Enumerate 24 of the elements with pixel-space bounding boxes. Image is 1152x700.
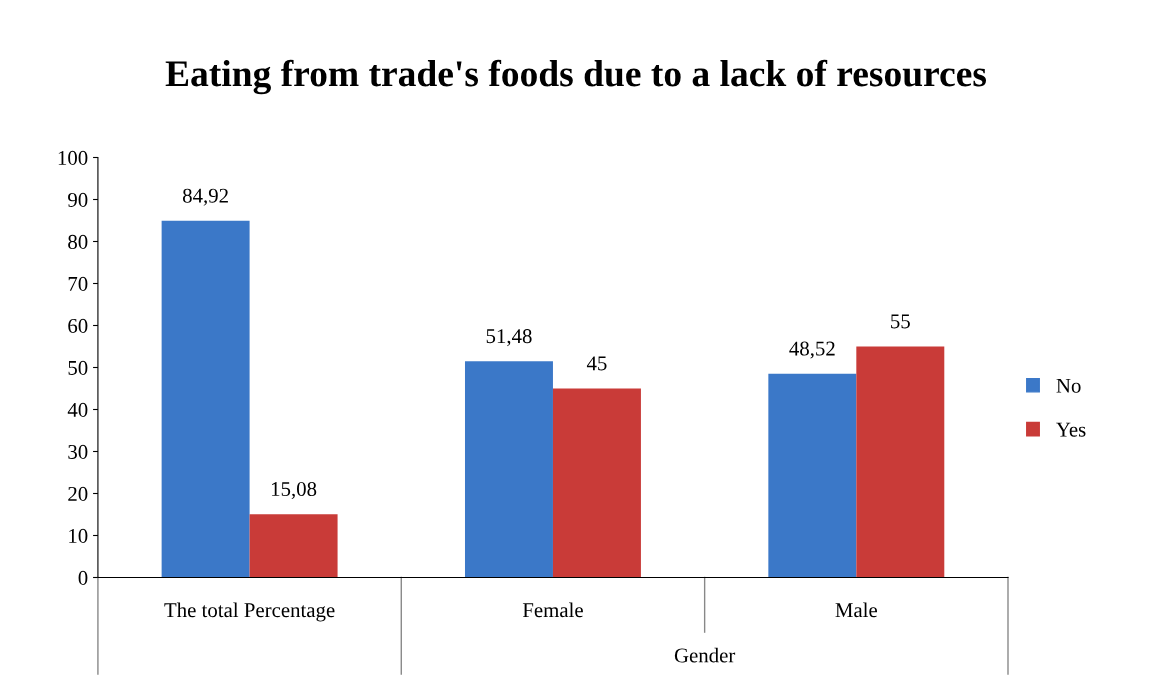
y-tick-label: 80 <box>68 234 88 249</box>
data-label: 48,52 <box>789 341 835 359</box>
y-tick-label: 70 <box>68 276 88 291</box>
legend-label: Yes <box>1056 422 1086 437</box>
x-tick-label: Male <box>835 602 877 618</box>
data-label: 45 <box>586 356 607 371</box>
y-tick-label: 40 <box>67 402 88 417</box>
y-tick-label: 90 <box>68 192 88 207</box>
y-tick-label: 10 <box>69 528 88 543</box>
data-label: 84,92 <box>182 188 228 206</box>
y-tick-label: 30 <box>68 444 88 459</box>
text: Gender <box>674 647 736 663</box>
chart-title: Eating from trade's foods due to a lack of resources <box>165 59 987 95</box>
y-tick-label: 20 <box>68 486 88 501</box>
y-tick-label: 50 <box>68 360 88 375</box>
x-tick-label: Female <box>522 602 583 618</box>
y-tick-label: 60 <box>68 318 88 333</box>
y-tick-label: 0 <box>78 570 88 585</box>
data-label: 51,48 <box>486 329 532 347</box>
y-tick-label: 100 <box>58 150 88 165</box>
data-label: 15,08 <box>271 481 317 500</box>
x-tick-label: The total Percentage <box>164 602 335 622</box>
legend-label: No <box>1056 378 1081 393</box>
data-label: 55 <box>891 314 910 329</box>
